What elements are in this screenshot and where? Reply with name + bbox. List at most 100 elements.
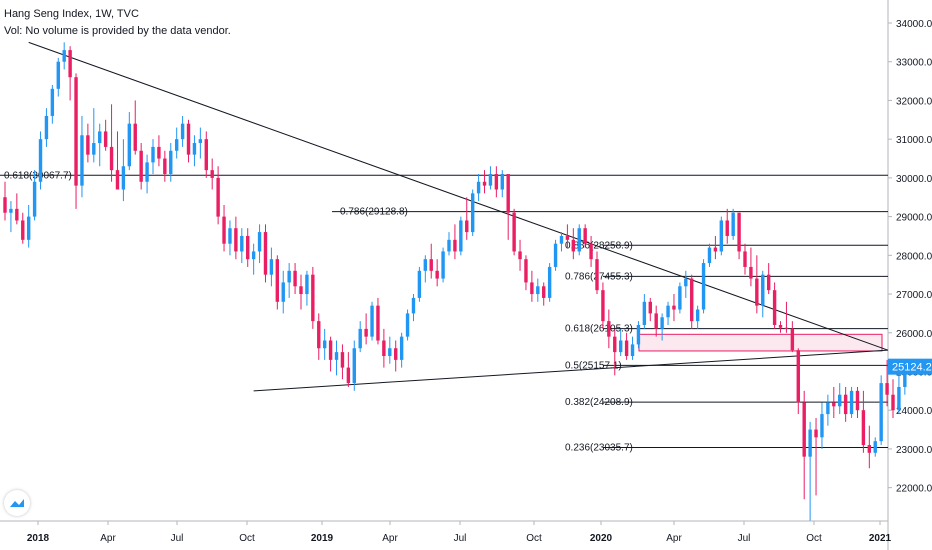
candle-body — [169, 150, 173, 175]
candle-body — [636, 325, 641, 345]
candle-body — [536, 286, 540, 295]
candle-body — [547, 266, 552, 298]
candle-body — [163, 158, 167, 175]
candle-body — [790, 328, 795, 351]
candle-body — [607, 321, 611, 337]
candle-body — [743, 251, 747, 267]
candle-body — [826, 402, 830, 415]
x-tick-label: 2019 — [311, 533, 334, 544]
candle-body — [796, 350, 800, 403]
fib-level-label: 0.786(29128.8) — [340, 207, 408, 218]
candle-body — [204, 139, 208, 171]
candle-body — [583, 228, 587, 244]
candle-body — [725, 220, 729, 236]
candle-body — [678, 286, 682, 310]
candle-body — [382, 340, 386, 356]
candle-body — [115, 170, 120, 190]
candle-body — [334, 352, 339, 360]
candle-body — [388, 348, 392, 356]
candle-body — [690, 278, 694, 322]
candle-body — [784, 327, 789, 329]
x-tick-label: Apr — [382, 533, 398, 544]
candle-body — [246, 235, 250, 260]
fib-level-label: 0.886(28258.9) — [565, 240, 633, 251]
candle-body — [642, 301, 647, 326]
candle-body — [127, 123, 132, 167]
x-tick-label: Apr — [100, 533, 116, 544]
fib-level-label: 0.618(26105.3) — [565, 324, 633, 335]
candle-body — [26, 216, 31, 240]
candle-body — [50, 88, 55, 116]
candle-body — [589, 243, 593, 260]
candle-body — [701, 263, 706, 310]
candle-body — [618, 340, 623, 353]
candle-body — [761, 274, 765, 306]
candle-body — [577, 228, 581, 252]
candle-body — [317, 321, 321, 349]
y-tick-label: 34000.0 — [896, 19, 932, 30]
candle-body — [281, 282, 285, 302]
fib-level-label: 0.236(23035.7) — [565, 443, 633, 454]
chart-title: Hang Seng Index, 1W, TVC — [4, 8, 139, 20]
candle-body — [855, 390, 860, 411]
y-tick-label: 26000.0 — [896, 329, 932, 340]
candle-body — [44, 115, 49, 140]
y-tick-label: 23000.0 — [896, 445, 932, 456]
candle-body — [630, 344, 635, 356]
candle-body — [98, 131, 102, 144]
candle-body — [500, 174, 504, 190]
candle-body — [240, 235, 244, 252]
last-price-label: 25124.2 — [892, 362, 932, 374]
candle-body — [613, 336, 617, 353]
candle-body — [808, 429, 812, 457]
candle-body — [595, 259, 599, 291]
candle-body — [68, 50, 72, 78]
candle-body — [216, 177, 220, 217]
x-tick-label: 2020 — [590, 533, 613, 544]
candle-body — [62, 50, 66, 62]
candle-body — [695, 309, 700, 322]
candle-body — [867, 445, 872, 453]
fib-level-label: 0.786(27455.3) — [565, 271, 633, 282]
logo-icon — [10, 499, 24, 507]
candle-body — [891, 394, 895, 411]
y-tick-label: 30000.0 — [896, 174, 932, 185]
candle-body — [133, 123, 137, 151]
candle-body — [684, 278, 688, 287]
candle-body — [488, 174, 493, 186]
candle-body — [305, 274, 309, 295]
candle-body — [465, 220, 469, 233]
x-tick-label: Jul — [454, 533, 467, 544]
candle-body — [269, 259, 274, 275]
candle-body — [257, 232, 262, 252]
candle-body — [32, 181, 37, 217]
fib-level-label: 0.618(30067.7) — [4, 170, 72, 181]
candle-body — [476, 181, 481, 194]
candle-body — [713, 247, 718, 252]
candle-body — [470, 193, 475, 233]
candle-body — [802, 402, 806, 457]
candle-body — [832, 402, 836, 407]
y-tick-label: 31000.0 — [896, 135, 932, 146]
candle-body — [21, 220, 25, 240]
candle-body — [879, 383, 883, 442]
candle-body — [672, 305, 676, 310]
candle-body — [328, 340, 333, 360]
candle-body — [518, 251, 522, 260]
tradingview-logo[interactable] — [4, 490, 30, 516]
candle-body — [192, 143, 197, 155]
candle-body — [766, 274, 771, 291]
candle-body — [139, 150, 143, 182]
candle-body — [571, 239, 576, 252]
candle-body — [843, 394, 848, 415]
candle-body — [293, 270, 297, 287]
last-price-tag — [888, 358, 932, 375]
candle-body — [275, 259, 280, 302]
candle-body — [654, 313, 658, 329]
candle-body — [352, 348, 356, 384]
candle-body — [228, 228, 232, 244]
candle-body — [210, 170, 214, 178]
candle-body — [873, 441, 877, 453]
volume-note: Vol: No volume is provided by the data v… — [4, 25, 231, 37]
